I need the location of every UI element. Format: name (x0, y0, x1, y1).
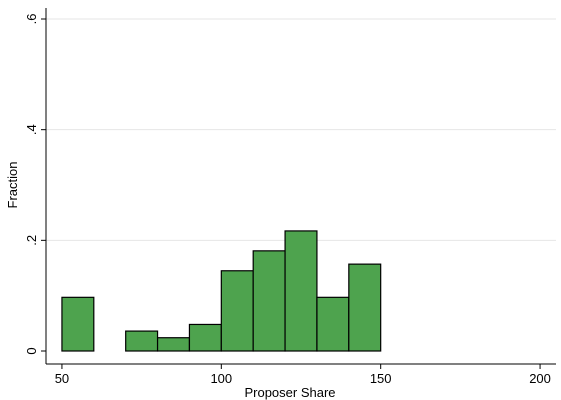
x-axis-label: Proposer Share (244, 385, 335, 400)
y-tick-label: .4 (24, 124, 39, 135)
histogram-bar (125, 330, 159, 352)
gridlines (46, 18, 556, 241)
histogram-bars (61, 230, 382, 352)
histogram-bar (252, 250, 286, 352)
y-tick-label: .2 (24, 235, 39, 246)
x-tick-label: 50 (55, 371, 69, 386)
y-tick-label: 0 (24, 347, 39, 354)
x-tick-label: 150 (370, 371, 392, 386)
x-tick-label: 100 (210, 371, 232, 386)
histogram-bar (220, 270, 254, 352)
histogram-bar (316, 296, 350, 352)
histogram-bar (348, 263, 382, 352)
y-axis-label: Fraction (5, 162, 20, 209)
histogram-bar (61, 296, 95, 352)
histogram-bar (284, 230, 318, 352)
x-tick-label: 200 (529, 371, 551, 386)
histogram-bar (156, 337, 191, 352)
histogram-bar (188, 323, 222, 352)
axes (41, 8, 556, 369)
tick-labels: 0 .2 .4 .6 50 100 150 200 (24, 14, 551, 386)
y-tick-label: .6 (24, 14, 39, 25)
